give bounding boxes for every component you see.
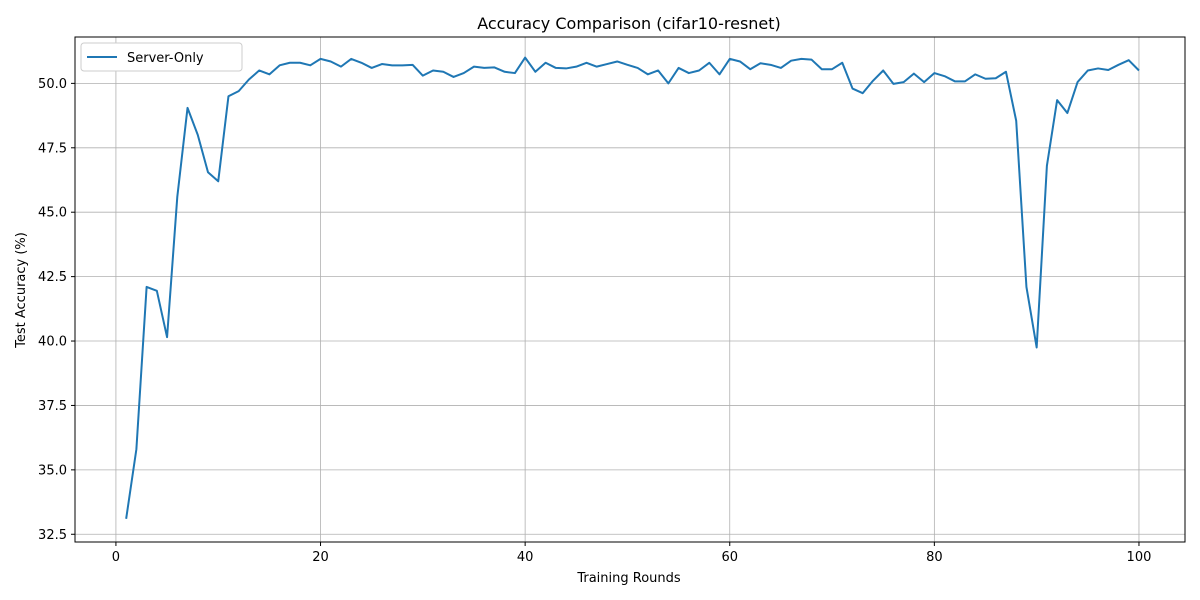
x-axis-title: Training Rounds: [576, 571, 681, 586]
y-axis-title: Test Accuracy (%): [14, 232, 29, 349]
legend: Server-Only: [80, 42, 243, 72]
legend-label-server-only: Server-Only: [127, 51, 204, 66]
y-tick-label: 50.0: [38, 77, 67, 92]
x-tick-label: 20: [312, 550, 329, 565]
x-tick-label: 80: [926, 550, 943, 565]
axis-ticks: 0 20 40 60 80 100 32.5 35.0 37.5 40.0 42.5 45.0 47.5…: [38, 77, 1151, 565]
plot-frame: [74, 36, 1186, 543]
y-tick-label: 40.0: [38, 335, 67, 350]
y-tick-label: 35.0: [38, 463, 67, 478]
y-tick-label: 32.5: [38, 528, 67, 543]
legend-box: [80, 42, 243, 72]
y-tick-label: 45.0: [38, 206, 67, 221]
x-tick-label: 40: [517, 550, 534, 565]
y-tick-label: 47.5: [38, 141, 67, 156]
x-tick-label: 60: [721, 550, 738, 565]
chart-title: Accuracy Comparison (cifar10-resnet): [477, 14, 781, 33]
x-tick-label: 0: [112, 550, 120, 565]
series-layer: [125, 56, 1140, 519]
y-tick-label: 37.5: [38, 399, 67, 414]
grid-lines: [75, 37, 1185, 542]
y-tick-label: 42.5: [38, 270, 67, 285]
x-tick-label: 100: [1127, 550, 1152, 565]
series-line-server-only: [125, 56, 1140, 519]
